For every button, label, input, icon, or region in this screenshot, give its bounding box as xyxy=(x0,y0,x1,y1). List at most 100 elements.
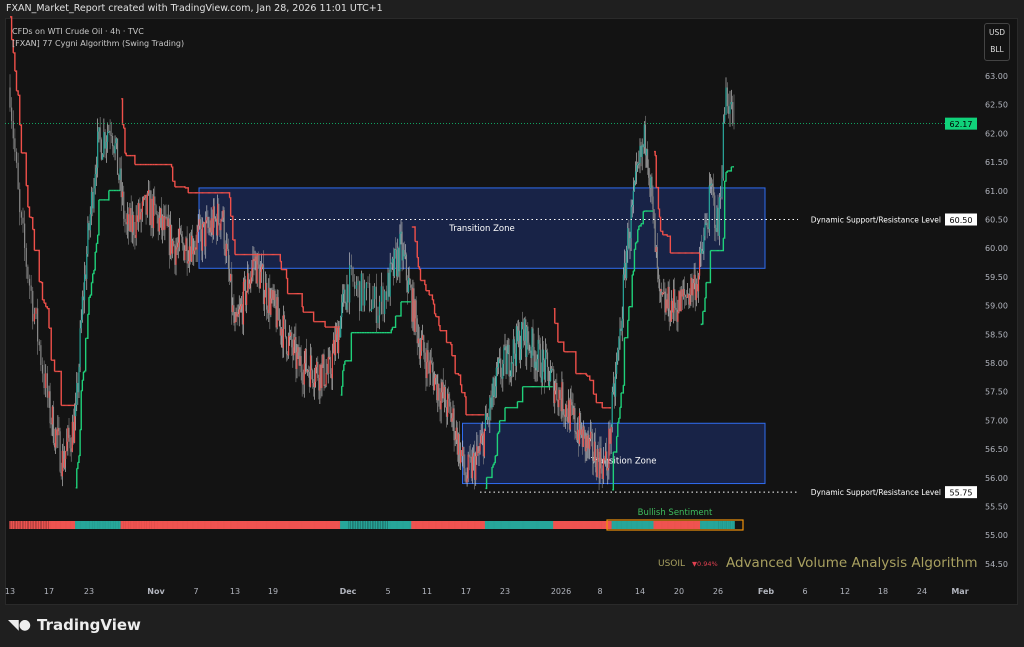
chart-legend: CFDs on WTI Crude Oil · 4h · TVC [FXAN] … xyxy=(12,26,184,50)
candle-body xyxy=(90,191,93,215)
candle-body xyxy=(547,366,550,386)
candle-body xyxy=(665,299,667,313)
sentiment-bar-segment xyxy=(594,521,597,529)
candle-body xyxy=(176,247,178,250)
candle-body xyxy=(613,383,616,397)
indicator-name[interactable]: [FXAN] 77 Cygni Algorithm (Swing Trading… xyxy=(12,39,185,48)
sentiment-bar-segment xyxy=(675,521,677,529)
candle-body xyxy=(286,354,289,356)
candle-body xyxy=(689,294,691,305)
sentiment-bar-segment xyxy=(280,521,283,529)
sentiment-bar-segment xyxy=(11,521,13,529)
resistance-line xyxy=(10,16,13,40)
sentiment-bar-segment xyxy=(145,521,147,529)
sentiment-bar-segment xyxy=(128,521,130,529)
sentiment-bar-segment xyxy=(467,521,469,529)
resistance-line xyxy=(286,277,289,294)
sentiment-bar-segment xyxy=(304,521,307,529)
candle-body xyxy=(518,330,521,360)
resistance-line xyxy=(171,166,174,182)
sentiment-bar-segment xyxy=(223,521,225,529)
sentiment-bar-segment xyxy=(556,521,558,529)
sentiment-bar-segment xyxy=(275,521,277,529)
sentiment-bar-segment xyxy=(370,521,373,529)
candle-body xyxy=(545,350,548,353)
candle-body xyxy=(477,446,479,454)
sentiment-bar-segment xyxy=(380,521,383,529)
sentiment-bar-segment xyxy=(643,521,646,529)
candle-body xyxy=(89,214,91,231)
candle-body xyxy=(123,191,125,219)
candle-body xyxy=(204,222,206,247)
sentiment-bar-segment xyxy=(579,521,582,529)
candle-body xyxy=(578,412,581,444)
candle-body xyxy=(585,435,587,452)
sentiment-bar-segment xyxy=(587,521,589,529)
candle-body xyxy=(561,382,563,412)
candle-body xyxy=(713,186,715,196)
candle-body xyxy=(387,272,389,301)
candle-body xyxy=(498,358,501,360)
sentiment-bar-segment xyxy=(443,521,446,529)
sentiment-bar-segment xyxy=(704,521,706,529)
chart-pane[interactable] xyxy=(5,18,1018,605)
candle-body xyxy=(569,399,571,430)
candle-body xyxy=(258,264,260,289)
candle-body xyxy=(170,224,173,254)
x-tick-label: 7 xyxy=(193,587,198,596)
sentiment-bar-segment xyxy=(621,521,624,529)
candle-body xyxy=(259,271,261,289)
candle-body xyxy=(524,319,526,341)
sentiment-bar-segment xyxy=(76,521,78,529)
candle-body xyxy=(377,315,379,324)
sentiment-bar-segment xyxy=(78,521,80,529)
support-line xyxy=(722,238,725,252)
sentiment-bar-segment xyxy=(150,521,152,529)
resistance-line xyxy=(32,228,36,251)
sentiment-bar-segment xyxy=(674,521,676,529)
candle-body xyxy=(536,359,538,371)
sentiment-bar-segment xyxy=(464,521,466,529)
sentiment-bar-segment xyxy=(703,521,705,529)
sentiment-bar-segment xyxy=(327,521,330,529)
candle-body xyxy=(399,233,401,272)
sentiment-bar-segment xyxy=(12,521,15,529)
candle-body xyxy=(474,452,476,480)
symbol-info[interactable]: CFDs on WTI Crude Oil · 4h · TVC xyxy=(12,27,144,36)
currency-unit-selector[interactable]: USD BLL xyxy=(984,23,1010,61)
sentiment-bar-segment xyxy=(379,521,381,529)
candle-body xyxy=(728,106,730,114)
support-line xyxy=(709,250,712,284)
sentiment-bar-segment xyxy=(618,521,620,529)
sentiment-bar-segment xyxy=(259,521,262,529)
candle-body xyxy=(247,273,249,292)
candle-body xyxy=(85,274,87,279)
x-tick-label: 24 xyxy=(917,587,927,596)
sentiment-bar-segment xyxy=(457,521,460,529)
candle-body xyxy=(571,402,573,406)
sentiment-bar-segment xyxy=(270,521,272,529)
candle-body xyxy=(422,335,424,340)
resistance-line xyxy=(50,327,52,361)
candle-body xyxy=(546,352,549,367)
sentiment-bar-segment xyxy=(516,521,519,529)
sentiment-bar-segment xyxy=(676,521,678,529)
candle-body xyxy=(76,383,78,406)
candle-body xyxy=(309,355,312,387)
candle-body xyxy=(355,285,357,289)
tradingview-logo[interactable]: ◥● TradingView xyxy=(8,616,141,634)
candle-body xyxy=(52,406,55,444)
sentiment-bar-segment xyxy=(367,521,369,529)
sentiment-bar-segment xyxy=(540,521,543,529)
candle-body xyxy=(121,191,124,198)
candle-body xyxy=(533,346,535,368)
sentiment-bar-segment xyxy=(711,521,714,529)
sentiment-bar-segment xyxy=(530,521,532,529)
candle-body xyxy=(167,218,169,226)
candle-body xyxy=(464,468,466,476)
level-price: 55.75 xyxy=(950,489,973,498)
candle-body xyxy=(354,281,356,289)
candle-body xyxy=(639,145,641,163)
candle-body xyxy=(238,309,240,315)
